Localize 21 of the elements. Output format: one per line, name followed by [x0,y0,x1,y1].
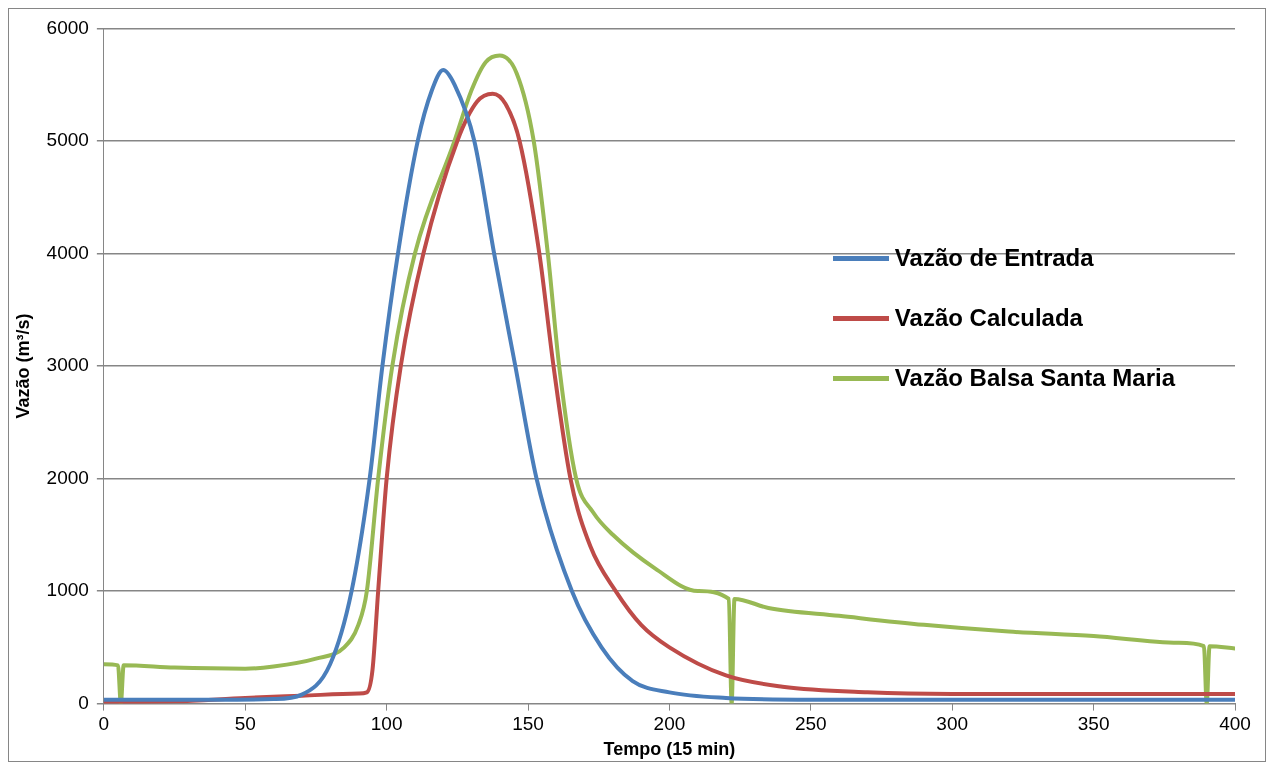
x-tick-label: 350 [1077,713,1110,735]
x-tick-label: 250 [794,713,827,735]
x-tick-label: 200 [653,713,686,735]
x-axis-title: Tempo (15 min) [603,739,736,760]
legend-label: Vazão Balsa Santa Maria [894,364,1175,392]
x-tick-label: 400 [1219,713,1251,735]
y-tick-label: 0 [78,691,89,713]
x-tick-label: 300 [936,713,969,735]
x-tick-label: 100 [370,713,403,735]
x-tick-label: 50 [234,713,256,735]
y-tick-label: 6000 [46,16,89,38]
y-tick-label: 2000 [46,466,89,488]
legend-label: Vazão Calculada [894,304,1083,332]
x-tick-label: 0 [98,713,110,735]
y-tick-label: 4000 [46,241,89,263]
x-tick-label: 150 [512,713,544,735]
y-axis-title: Vazão (m³/s) [12,313,33,419]
y-tick-label: 3000 [46,354,89,376]
y-tick-label: 1000 [46,579,89,601]
legend-label: Vazão de Entrada [894,244,1094,272]
y-tick-label: 5000 [46,129,89,151]
